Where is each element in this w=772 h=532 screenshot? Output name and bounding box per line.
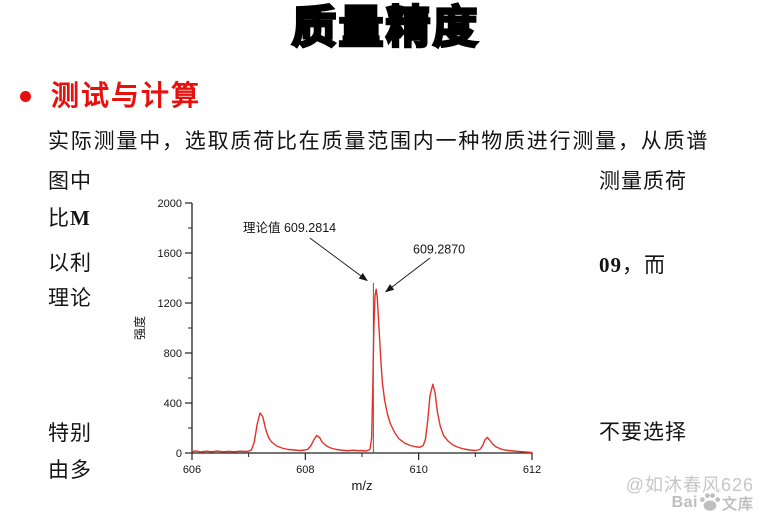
- annotation-arrow-2: [385, 257, 431, 293]
- y-tick-label: 400: [164, 398, 182, 410]
- text-fragment-right-3: 不要选择: [599, 420, 687, 444]
- text-fragment-left-1: 图中: [48, 169, 92, 193]
- spectrum-series: [191, 288, 533, 454]
- text-fragment-left-2-pre: 比: [48, 206, 70, 230]
- x-axis-title: m/z: [352, 478, 373, 493]
- text-fragment-right-2-post: ，而: [622, 253, 666, 277]
- text-fragment-left-2-bold: M: [70, 206, 91, 230]
- bullet-marker-icon: [20, 90, 31, 102]
- page-title: 质量精度: [291, 2, 480, 54]
- section-heading: 测试与计算: [51, 80, 202, 111]
- text-fragment-right-1: 测量质荷: [599, 169, 687, 193]
- text-fragment-left-2: 比M: [48, 206, 91, 230]
- mass-spectrum-chart: 0 400 800 1200 1600 2000 606 608 610 612 m/z 强度 理论值 …: [130, 185, 570, 500]
- watermark-brand-logo: Bai 文库: [672, 492, 754, 514]
- x-tick-label: 612: [523, 464, 541, 476]
- y-tick-label: 1200: [158, 298, 182, 310]
- y-axis-title: 强度: [132, 316, 147, 340]
- text-fragment-right-2-bold: 09: [599, 253, 622, 277]
- text-fragment-left-6: 由多: [48, 458, 92, 482]
- baidu-paw-icon: [699, 493, 720, 511]
- text-fragment-left-3: 以利: [48, 251, 92, 275]
- y-tick-label: 1600: [158, 248, 182, 260]
- y-tick-label: 2000: [158, 198, 182, 210]
- watermark-username: @如沐春风626: [625, 475, 754, 495]
- brand-text-bai: Bai: [671, 494, 698, 511]
- y-tick-label: 800: [164, 348, 182, 360]
- annotation-arrow-1: [309, 237, 368, 282]
- text-fragment-left-4: 理论: [48, 286, 92, 310]
- x-tick-label: 606: [183, 464, 201, 476]
- annotation-label-1: 理论值 609.2814: [243, 220, 336, 235]
- annotation-label-2: 609.2870: [413, 242, 465, 256]
- text-fragment-left-5: 特别: [48, 421, 92, 445]
- text-fragment-right-2: 09，而: [599, 253, 666, 277]
- brand-text-wenku: 文库: [721, 495, 754, 513]
- y-tick-label: 0: [176, 448, 182, 460]
- x-tick-label: 608: [296, 464, 314, 476]
- x-tick-label: 610: [409, 464, 427, 476]
- bullet-item: 测试与计算: [20, 74, 201, 114]
- paragraph-line-1: 实际测量中，选取质荷比在质量范围内一种物质进行测量，从质谱: [48, 129, 710, 153]
